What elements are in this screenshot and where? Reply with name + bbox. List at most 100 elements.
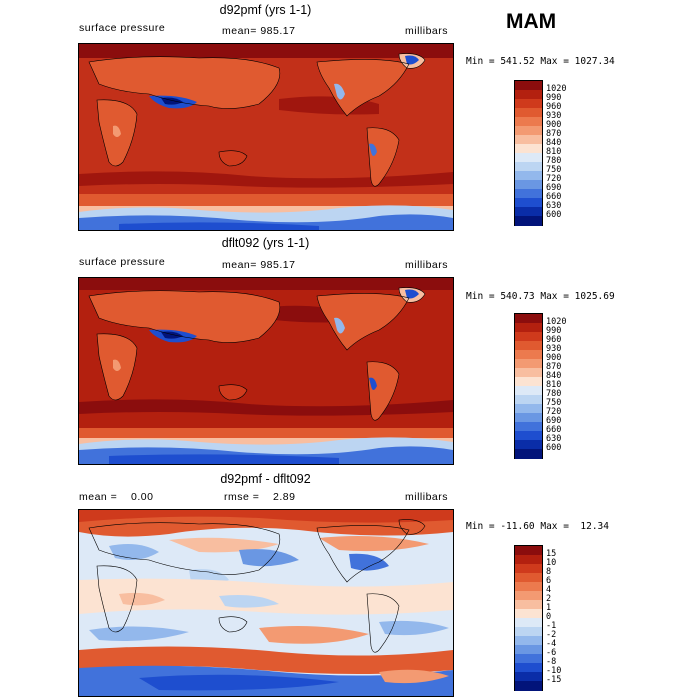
colorbar-swatch [515,117,542,127]
colorbar-tick-label: 930 [546,111,562,121]
colorbar-swatch [515,395,542,405]
colorbar-swatch [515,645,542,655]
panel-2-colorbar-swatches [514,313,543,459]
colorbar-tick-label: 870 [546,129,562,139]
colorbar-swatch [515,654,542,664]
colorbar-swatch [515,162,542,172]
colorbar-tick-label: 810 [546,147,562,157]
colorbar-swatch [515,350,542,360]
colorbar-swatch [515,323,542,333]
colorbar-tick-label: -2 [546,630,557,640]
colorbar-tick-label: 900 [546,353,562,363]
panel-1-range-label: Min = 541.52 Max = 1027.34 [466,56,615,67]
colorbar-swatch [515,618,542,628]
colorbar-swatch [515,600,542,610]
panel-2-right-label: millibars [405,259,449,271]
colorbar-tick-label: 15 [546,549,557,559]
colorbar-tick-label: -4 [546,639,557,649]
colorbar-tick-label: 0 [546,612,552,622]
panel-1-center-label: mean= 985.17 [222,25,296,37]
colorbar-swatch [515,627,542,637]
panel-3-left-label: mean = 0.00 [79,491,154,503]
colorbar-tick-label: 840 [546,138,562,148]
panel-2-range-label: Min = 540.73 Max = 1025.69 [466,291,615,302]
colorbar-swatch [515,582,542,592]
colorbar-swatch [515,681,542,691]
colorbar-tick-label: 6 [546,576,552,586]
panel-1-colorbar: 1020 990 960 930 900 870 840 810 780 750 720 690 660… [514,80,574,230]
panel-1-title: d92pmf (yrs 1-1) [219,3,312,17]
colorbar-tick-label: 990 [546,326,562,336]
colorbar-swatch [515,180,542,190]
colorbar-swatch [515,90,542,100]
colorbar-swatch [515,108,542,118]
colorbar-tick-label: 630 [546,201,562,211]
colorbar-tick-label: -6 [546,648,557,658]
colorbar-swatch [515,332,542,342]
colorbar-tick-label: 750 [546,165,562,175]
panel-3-map [78,509,454,697]
colorbar-swatch [515,609,542,619]
colorbar-swatch [515,198,542,208]
panel-2-left-label: surface pressure [79,256,166,268]
colorbar-tick-label: 750 [546,398,562,408]
colorbar-swatch [515,171,542,181]
panel-3-colorbar: 15 10 8 6 4 2 1 0 -1 -2 -4 -6 -8 -10 -15 [514,545,574,695]
colorbar-tick-label: 960 [546,102,562,112]
colorbar-swatch [515,314,542,324]
colorbar-swatch [515,207,542,217]
colorbar-swatch [515,422,542,432]
panel-3-range-label: Min = -11.60 Max = 12.34 [466,521,609,532]
colorbar-tick-label: 600 [546,210,562,220]
panel-2-colorbar: 1020 990 960 930 900 870 840 810 780 750 720 690 660… [514,313,574,463]
colorbar-swatch [515,359,542,369]
colorbar-tick-label: -8 [546,657,557,667]
panel-2-map [78,277,454,465]
colorbar-swatch [515,153,542,163]
panel-1-right-label: millibars [405,25,449,37]
colorbar-tick-label: 810 [546,380,562,390]
colorbar-tick-label: 630 [546,434,562,444]
panel-3-right-label: millibars [405,491,449,503]
colorbar-tick-label: 780 [546,156,562,166]
colorbar-tick-label: 690 [546,416,562,426]
colorbar-swatch [515,449,542,459]
colorbar-swatch [515,440,542,450]
colorbar-tick-label: 660 [546,425,562,435]
colorbar-tick-label: 720 [546,174,562,184]
colorbar-swatch [515,663,542,673]
colorbar-swatch [515,126,542,136]
colorbar-tick-label: 690 [546,183,562,193]
colorbar-tick-label: 960 [546,335,562,345]
panel-2-title: dflt092 (yrs 1-1) [221,236,310,250]
colorbar-tick-label: 930 [546,344,562,354]
colorbar-swatch [515,144,542,154]
panel-3-colorbar-swatches [514,545,543,691]
season-label: MAM [506,10,557,33]
colorbar-swatch [515,216,542,226]
colorbar-tick-label: 780 [546,389,562,399]
colorbar-swatch [515,135,542,145]
colorbar-tick-label: 4 [546,585,552,595]
panel-2-map-svg [79,278,453,464]
colorbar-swatch [515,377,542,387]
colorbar-tick-label: -1 [546,621,557,631]
panel-3-map-svg [79,510,453,696]
panel-3-title: d92pmf - dflt092 [220,472,311,486]
colorbar-tick-label: 840 [546,371,562,381]
panel-1-map [78,43,454,231]
colorbar-swatch [515,413,542,423]
colorbar-swatch [515,564,542,574]
colorbar-tick-label: 2 [546,594,552,604]
colorbar-tick-label: 8 [546,567,552,577]
colorbar-tick-label: 1020 [546,317,567,327]
colorbar-tick-label: 10 [546,558,557,568]
colorbar-swatch [515,573,542,583]
colorbar-swatch [515,546,542,556]
colorbar-tick-label: 870 [546,362,562,372]
colorbar-tick-label: 900 [546,120,562,130]
colorbar-tick-label: -10 [546,666,562,676]
colorbar-swatch [515,341,542,351]
panel-3-center-label: rmse = 2.89 [224,491,296,503]
panel-2-center-label: mean= 985.17 [222,259,296,271]
